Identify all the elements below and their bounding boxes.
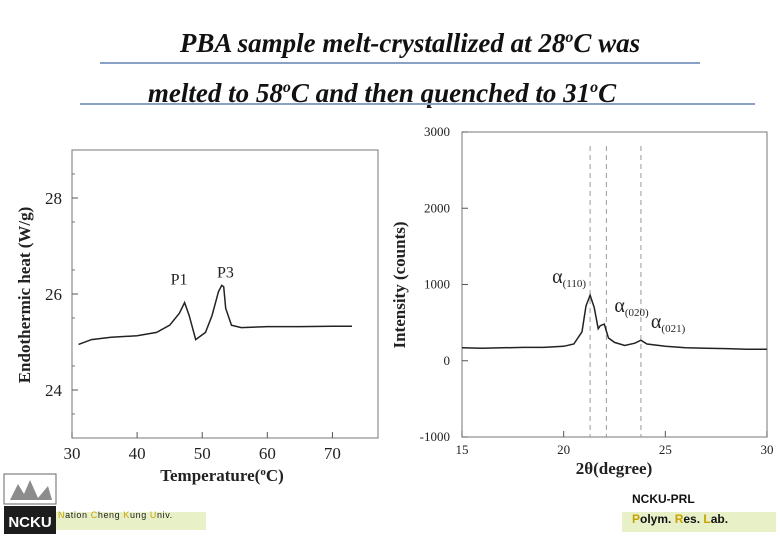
xrd-series-line xyxy=(461,292,767,351)
dsc-x-tick-label: 40 xyxy=(129,444,146,463)
ncku-logo: NCKU xyxy=(3,473,57,534)
xrd-peak-label: α(021) xyxy=(651,311,686,335)
footer-left-bar xyxy=(56,512,206,530)
xrd-y-tick-label: -1000 xyxy=(420,429,450,444)
xrd-x-tick-label: 30 xyxy=(761,442,774,457)
xrd-x-tick-label: 15 xyxy=(456,442,469,457)
xrd-peak-label: α(110) xyxy=(552,266,586,290)
xrd-y-tick-label: 2000 xyxy=(424,200,450,215)
dsc-y-tick-label: 26 xyxy=(45,285,62,304)
dsc-peak-label-p3: P3 xyxy=(217,264,234,281)
xrd-y-axis-label: Intensity (counts) xyxy=(390,221,409,348)
dsc-x-tick-label: 30 xyxy=(64,444,81,463)
xrd-y-tick-label: 3000 xyxy=(424,124,450,139)
lab-code: NCKU-PRL xyxy=(632,492,695,506)
xrd-x-axis-label: 2θ(degree) xyxy=(576,459,653,478)
ncku-logo-text: NCKU xyxy=(8,514,51,531)
dsc-chart: 30 40 50 60 70 24 26 28 P1 P3 Endothermic heat … xyxy=(15,149,379,485)
xrd-chart: 15 20 25 30 -1000 0 1000 2000 3000 α(110) α(020) α… xyxy=(390,124,774,478)
dsc-y-tick-label: 28 xyxy=(45,189,62,208)
dsc-x-tick-label: 70 xyxy=(324,444,341,463)
xrd-frame xyxy=(461,131,768,438)
dsc-y-axis-label: Endothermic heat (W/g) xyxy=(15,207,34,384)
slide-title-line1: PBA sample melt-crystallized at 28oC was xyxy=(179,28,641,58)
xrd-x-tick-label: 20 xyxy=(557,442,570,457)
dsc-x-tick-label: 60 xyxy=(259,444,276,463)
dsc-x-tick-label: 50 xyxy=(194,444,211,463)
xrd-y-tick-label: 1000 xyxy=(424,277,450,292)
dsc-peak-label-p1: P1 xyxy=(171,272,188,289)
xrd-peak-label: α(020) xyxy=(614,295,649,319)
university-name: Nation Cheng Kung Univ. xyxy=(58,510,173,520)
dsc-x-axis-label: Temperature(oC) xyxy=(160,466,284,485)
dsc-series-line xyxy=(78,284,352,346)
xrd-x-tick-label: 25 xyxy=(659,442,672,457)
xrd-y-tick-label: 0 xyxy=(444,353,451,368)
dsc-y-tick-label: 24 xyxy=(45,381,63,400)
footer-right-bar xyxy=(622,512,776,532)
lab-name: Polym. Res. Lab. xyxy=(632,512,729,526)
